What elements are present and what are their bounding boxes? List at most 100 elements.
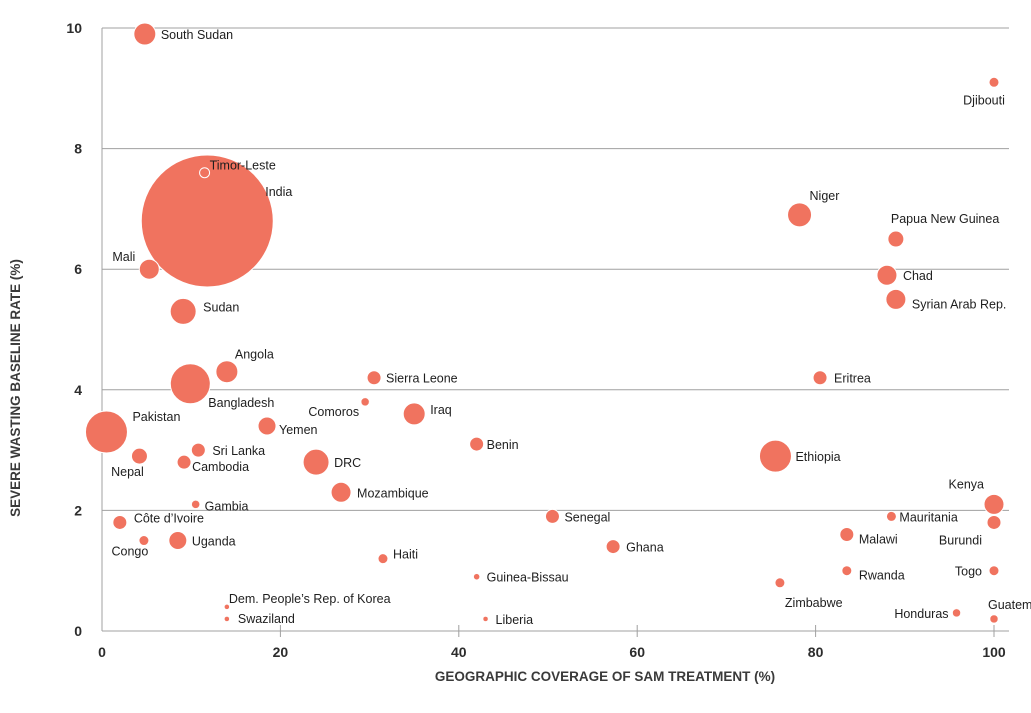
label-timor-leste: Timor-Leste: [210, 159, 276, 173]
label-cote-d-ivoire: Côte d’Ivoire: [134, 511, 204, 525]
label-cambodia: Cambodia: [192, 460, 249, 474]
label-mauritania: Mauritania: [899, 510, 957, 524]
point-labels: South Sudan Djibouti Timor-Leste India Niger…: [111, 28, 1031, 627]
gridlines: [101, 27, 1009, 637]
label-mali: Mali: [112, 250, 135, 264]
bubble-sri-lanka: [190, 442, 206, 458]
label-uganda: Uganda: [192, 535, 236, 549]
label-sri-lanka: Sri Lanka: [212, 444, 265, 458]
bubble-zimbabwe: [774, 577, 786, 589]
bubble-nepal: [130, 447, 148, 465]
label-india: India: [265, 185, 292, 199]
y-axis-title: SEVERE WASTING BASELINE RATE (%): [8, 259, 23, 517]
x-tick-label: 20: [273, 644, 289, 660]
label-chad: Chad: [903, 269, 933, 283]
bubble-djibouti: [988, 76, 1000, 88]
label-bangladesh: Bangladesh: [208, 396, 274, 410]
label-iraq: Iraq: [430, 403, 452, 417]
label-nepal: Nepal: [111, 465, 144, 479]
label-eritrea: Eritrea: [834, 372, 871, 386]
x-tick-label: 40: [451, 644, 467, 660]
label-burundi: Burundi: [939, 533, 982, 547]
bubble-dem-people-s-rep-of-korea: [224, 604, 230, 610]
bubble-sudan: [169, 297, 197, 325]
bubble-niger: [787, 202, 813, 228]
label-kenya: Kenya: [949, 477, 984, 491]
x-axis-title: GEOGRAPHIC COVERAGE OF SAM TREATMENT (%): [435, 669, 775, 684]
y-tick-label: 6: [74, 261, 82, 277]
bubble-ghana: [605, 539, 621, 555]
label-dem-people-s-rep-of-korea: Dem. People’s Rep. of Korea: [229, 592, 391, 606]
bubble-liberia: [482, 616, 489, 622]
label-liberia: Liberia: [496, 613, 534, 627]
bubble-cambodia: [176, 454, 192, 470]
bubbles: [84, 22, 1005, 624]
label-papua-new-guinea: Papua New Guinea: [891, 212, 999, 226]
bubble-swaziland: [224, 616, 230, 622]
bubble-guinea-bissau: [473, 573, 480, 580]
label-gambia: Gambia: [205, 499, 249, 513]
label-senegal: Senegal: [564, 510, 610, 524]
bubble-comoros: [360, 397, 370, 407]
label-angola: Angola: [235, 348, 274, 362]
bubble-guatemala: [989, 614, 999, 624]
label-benin: Benin: [487, 438, 519, 452]
x-tick-label: 0: [98, 644, 106, 660]
bubble-papua-new-guinea: [887, 230, 905, 248]
label-honduras: Honduras: [894, 607, 948, 621]
label-drc: DRC: [334, 456, 361, 470]
label-guinea-bissau: Guinea-Bissau: [487, 571, 569, 585]
bubble-malawi: [839, 527, 855, 543]
label-syrian-arab-rep: Syrian Arab Rep.: [912, 297, 1007, 311]
label-mozambique: Mozambique: [357, 486, 429, 500]
bubble-senegal: [544, 508, 560, 524]
x-tick-label: 80: [808, 644, 824, 660]
bubble-sierra-leone: [366, 370, 382, 386]
label-togo: Togo: [955, 565, 982, 579]
bubble-drc: [302, 448, 330, 476]
bubble-haiti: [377, 553, 389, 565]
bubble-mauritania: [885, 510, 897, 522]
bubble-chad: [876, 264, 898, 286]
label-comoros: Comoros: [308, 405, 359, 419]
bubble-kenya: [983, 493, 1005, 515]
label-niger: Niger: [810, 189, 840, 203]
label-ghana: Ghana: [626, 541, 664, 555]
label-djibouti: Djibouti: [963, 93, 1005, 107]
label-yemen: Yemen: [279, 423, 318, 437]
label-haiti: Haiti: [393, 548, 418, 562]
bubble-iraq: [402, 402, 426, 426]
bubble-angola: [215, 360, 239, 384]
label-sudan: Sudan: [203, 300, 239, 314]
y-tick-label: 10: [66, 20, 82, 36]
bubble-syrian-arab-rep: [885, 288, 907, 310]
bubble-india: [140, 154, 274, 288]
bubble-congo: [138, 535, 150, 547]
bubble-yemen: [257, 416, 277, 436]
label-malawi: Malawi: [859, 533, 898, 547]
x-tick-label: 100: [982, 644, 1006, 660]
label-ethiopia: Ethiopia: [795, 450, 840, 464]
bubble-pakistan: [84, 410, 128, 454]
label-pakistan: Pakistan: [132, 410, 180, 424]
label-congo: Congo: [112, 545, 149, 559]
bubble-honduras: [952, 608, 961, 618]
label-south-sudan: South Sudan: [161, 28, 233, 42]
label-zimbabwe: Zimbabwe: [785, 596, 843, 610]
bubble-rwanda: [841, 565, 853, 577]
bubble-timor-leste: [199, 167, 211, 179]
x-tick-label: 60: [629, 644, 645, 660]
label-rwanda: Rwanda: [859, 569, 905, 583]
y-tick-label: 2: [74, 502, 82, 518]
bubble-bangladesh: [169, 363, 211, 405]
bubble-burundi: [986, 514, 1002, 530]
label-guatemala: Guatemala: [988, 598, 1031, 612]
bubble-south-sudan: [133, 22, 157, 46]
bubble-benin: [469, 436, 485, 452]
y-tick-label: 8: [74, 141, 82, 157]
label-swaziland: Swaziland: [238, 612, 295, 626]
bubble-mozambique: [330, 481, 352, 503]
y-tick-label: 4: [74, 382, 82, 398]
bubble-gambia: [191, 500, 200, 509]
